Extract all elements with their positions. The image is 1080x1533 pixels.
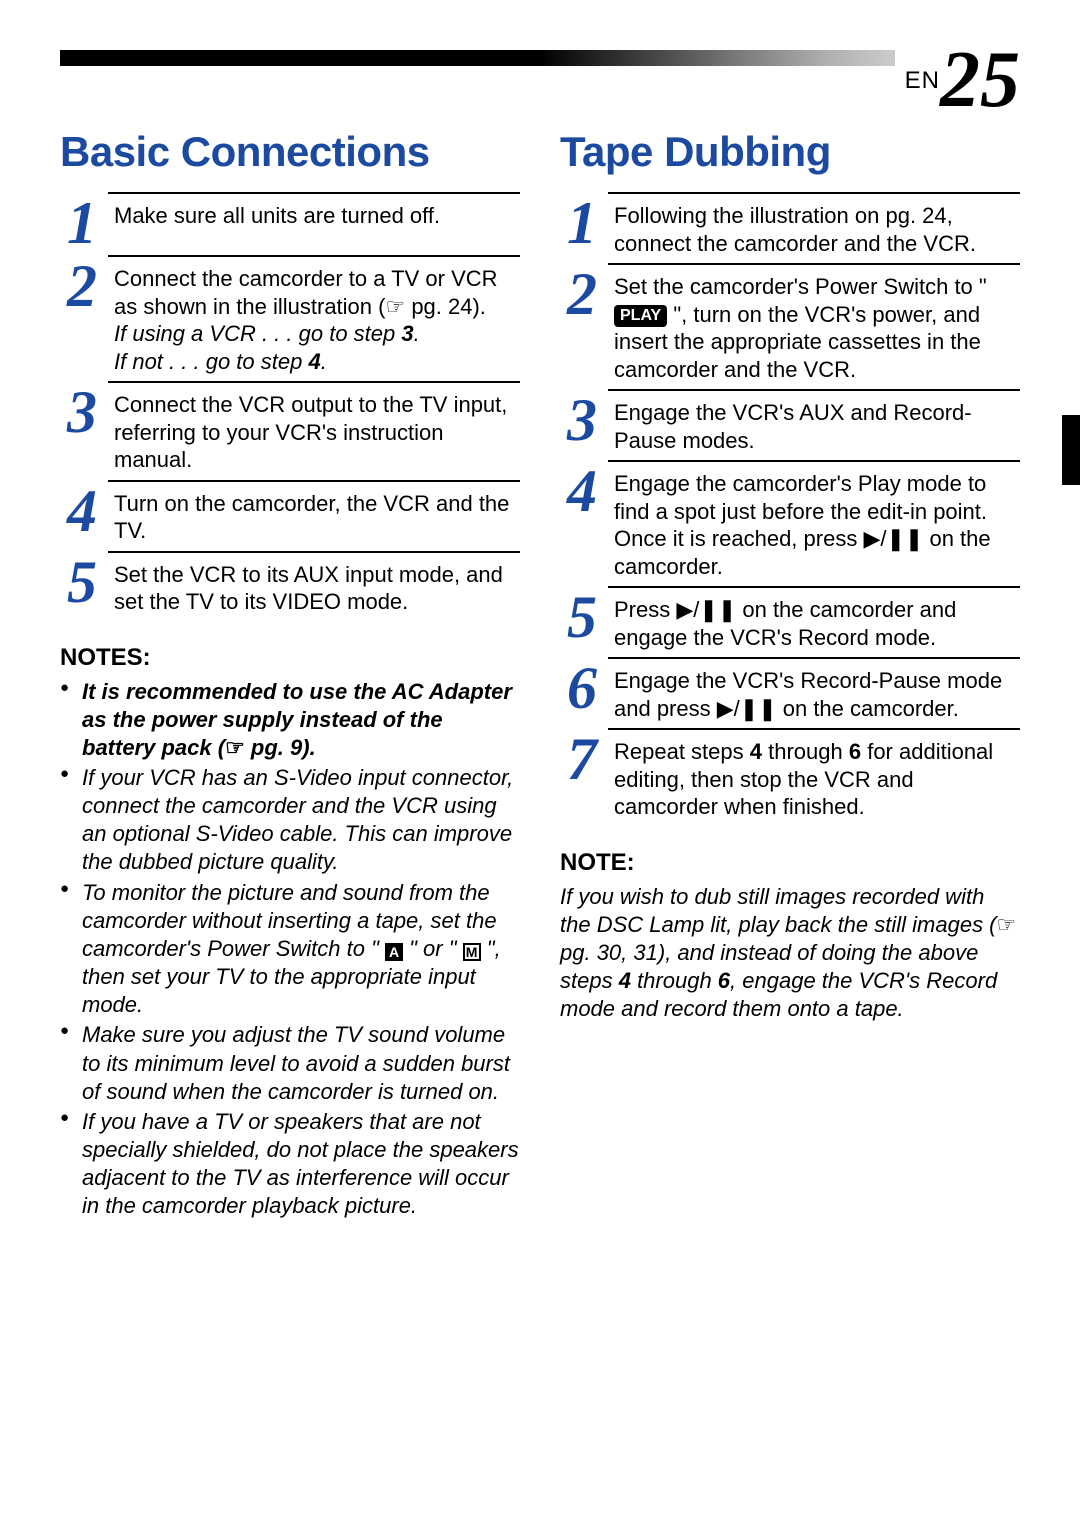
step-divider — [608, 586, 1020, 588]
left-notes-list: It is recommended to use the AC Adapter … — [60, 678, 520, 1221]
step: 1 Make sure all units are turned off. — [60, 200, 520, 249]
step-divider — [108, 381, 520, 383]
right-title: Tape Dubbing — [560, 128, 1020, 176]
note-item: If you have a TV or speakers that are no… — [60, 1108, 520, 1221]
note-item: It is recommended to use the AC Adapter … — [60, 678, 520, 762]
step-divider — [108, 192, 520, 194]
left-notes-heading: NOTES: — [60, 644, 520, 672]
left-column: Basic Connections 1 Make sure all units a… — [60, 128, 520, 1222]
step-number: 4 — [60, 486, 104, 537]
note-item: If your VCR has an S-Video input connect… — [60, 764, 520, 877]
step: 5Press ▶/❚❚ on the camcorder and engage … — [560, 594, 1020, 651]
note-item: To monitor the picture and sound from th… — [60, 879, 520, 1020]
step: 3Engage the VCR's AUX and Record-Pause m… — [560, 397, 1020, 454]
content-columns: Basic Connections 1 Make sure all units a… — [60, 128, 1020, 1222]
step: 7Repeat steps 4 through 6 for additional… — [560, 736, 1020, 821]
right-note-heading: NOTE: — [560, 849, 1020, 877]
step-body: Engage the VCR's AUX and Record-Pause mo… — [614, 397, 1020, 454]
step-number: 1 — [560, 198, 604, 249]
side-tab-marker — [1062, 415, 1080, 485]
step-body: Engage the VCR's Record-Pause mode and p… — [614, 665, 1020, 722]
step-body: Make sure all units are turned off. — [114, 200, 520, 230]
step: 3Connect the VCR output to the TV input,… — [60, 389, 520, 474]
step-number: 3 — [60, 387, 104, 438]
step-divider — [108, 551, 520, 553]
page-num: 25 — [940, 36, 1020, 124]
step-body: Engage the camcorder's Play mode to find… — [614, 468, 1020, 580]
step: 4Turn on the camcorder, the VCR and the … — [60, 488, 520, 545]
step-body: Set the VCR to its AUX input mode, and s… — [114, 559, 520, 616]
step: 6Engage the VCR's Record-Pause mode and … — [560, 665, 1020, 722]
step-number: 5 — [60, 557, 104, 608]
step: 5Set the VCR to its AUX input mode, and … — [60, 559, 520, 616]
step-number: 5 — [560, 592, 604, 643]
left-steps: 1Make sure all units are turned off.2Con… — [60, 192, 520, 616]
step: 2Set the camcorder's Power Switch to " P… — [560, 271, 1020, 383]
page-header: EN25 — [60, 50, 1020, 110]
step-body: Connect the camcorder to a TV or VCR as … — [114, 263, 520, 375]
step-body: Following the illustration on pg. 24, co… — [614, 200, 1020, 257]
step: 1Following the illustration on pg. 24, c… — [560, 200, 1020, 257]
step-divider — [108, 480, 520, 482]
step-divider — [608, 263, 1020, 265]
right-steps: 1Following the illustration on pg. 24, c… — [560, 192, 1020, 821]
step-divider — [108, 255, 520, 257]
step-number: 2 — [560, 269, 604, 320]
step-body: Press ▶/❚❚ on the camcorder and engage t… — [614, 594, 1020, 651]
step-body: Turn on the camcorder, the VCR and the T… — [114, 488, 520, 545]
step-divider — [608, 460, 1020, 462]
step-body: Connect the VCR output to the TV input, … — [114, 389, 520, 474]
page-prefix: EN — [905, 67, 940, 94]
left-title: Basic Connections — [60, 128, 520, 176]
step-divider — [608, 389, 1020, 391]
step-number: 4 — [560, 466, 604, 517]
page-number: EN25 — [895, 40, 1020, 120]
step-number: 7 — [560, 734, 604, 785]
step-number: 1 — [60, 198, 104, 249]
step-number: 6 — [560, 663, 604, 714]
step-divider — [608, 657, 1020, 659]
step-divider — [608, 192, 1020, 194]
step-body: Set the camcorder's Power Switch to " PL… — [614, 271, 1020, 383]
step-divider — [608, 728, 1020, 730]
header-gradient-bar — [60, 50, 1020, 66]
right-column: Tape Dubbing 1Following the illustration… — [560, 128, 1020, 1222]
right-note-body: If you wish to dub still images recorded… — [560, 883, 1020, 1024]
note-item: Make sure you adjust the TV sound volume… — [60, 1021, 520, 1105]
step: 4Engage the camcorder's Play mode to fin… — [560, 468, 1020, 580]
step-number: 3 — [560, 395, 604, 446]
step-body: Repeat steps 4 through 6 for additional … — [614, 736, 1020, 821]
step-number: 2 — [60, 261, 104, 312]
step: 2Connect the camcorder to a TV or VCR as… — [60, 263, 520, 375]
